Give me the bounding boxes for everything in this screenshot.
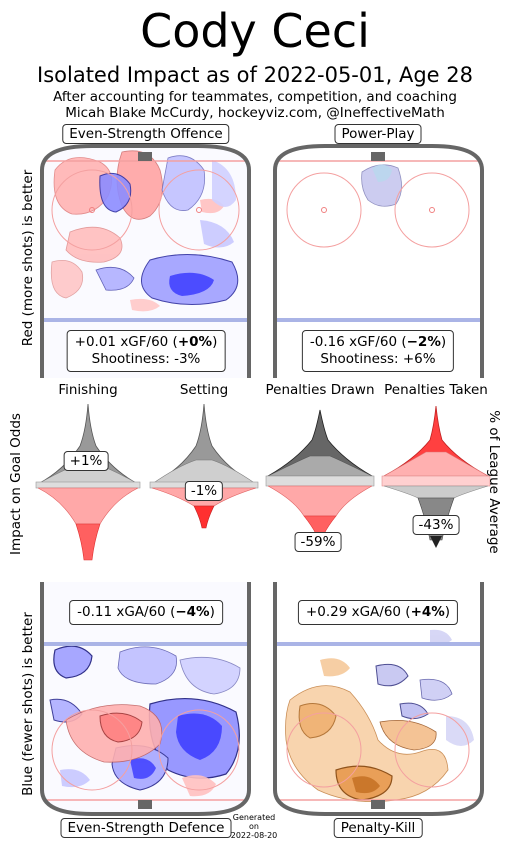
credit-note: Micah Blake McCurdy, hockeyviz.com, @Ine… — [65, 105, 445, 121]
es-defence-pct: −4% — [175, 604, 210, 620]
page-subtitle: Isolated Impact as of 2022-05-01, Age 28 — [37, 63, 473, 87]
es-offence-panel-label: Even-Strength Offence — [62, 124, 230, 144]
es-defence-xga: -0.11 xGA/60 — [77, 604, 166, 620]
es-defence-stat-box: -0.11 xGA/60 (−4%) — [69, 600, 223, 625]
goal-net-icon — [138, 152, 152, 161]
right-axis-label: % of League Average — [486, 410, 502, 554]
penalties-drawn-label: Penalties Drawn — [265, 382, 375, 398]
method-note: After accounting for teammates, competit… — [53, 89, 457, 105]
goal-net-icon — [138, 800, 152, 809]
penalties-taken-value: -43% — [412, 515, 460, 535]
generated-line2: on — [249, 822, 259, 831]
setting-value: -1% — [184, 481, 224, 501]
left-axis-bottom-label: Blue (fewer shots) is better — [20, 612, 36, 796]
generated-date: 2022-08-20 — [230, 831, 278, 840]
finishing-value: +1% — [63, 451, 109, 471]
penalties-taken-violin — [381, 405, 491, 548]
penalty-kill-xga: +0.29 xGA/60 — [305, 604, 401, 620]
left-axis-middle-label: Impact on Goal Odds — [8, 413, 24, 555]
left-axis-top-label: Red (more shots) is better — [20, 169, 36, 347]
even-strength-offence-boards — [40, 144, 251, 378]
setting-label: Setting — [179, 382, 229, 398]
penalty-kill-stat-box: +0.29 xGA/60 (+4%) — [297, 600, 459, 625]
page-title: Cody Ceci — [140, 4, 370, 58]
pk-orange-zones — [285, 658, 449, 802]
es-offence-red-zones — [50, 150, 224, 312]
es-defence-panel-label: Even-Strength Defence — [60, 818, 232, 838]
penalty-kill-boards — [273, 582, 484, 816]
power-play-shootiness: Shootiness: +6% — [320, 351, 436, 367]
power-play-xgf: -0.16 xGF/60 — [309, 334, 398, 350]
es-offence-blue-zones — [95, 155, 239, 306]
goal-net-icon — [371, 800, 385, 809]
goal-net-icon — [371, 152, 385, 161]
power-play-boards — [273, 144, 484, 378]
power-play-pct: −2% — [406, 334, 441, 350]
penalty-kill-panel-label: Penalty-Kill — [333, 818, 423, 838]
es-offence-stat-box: +0.01 xGF/60 (+0%) Shootiness: -3% — [66, 330, 226, 372]
finishing-label: Finishing — [58, 382, 118, 398]
penalties-drawn-violin — [265, 409, 375, 535]
penalty-kill-pct: +4% — [410, 604, 445, 620]
power-play-stat-box: -0.16 xGF/60 (−2%) Shootiness: +6% — [301, 330, 455, 372]
es-offence-pct: +0% — [177, 334, 213, 350]
es-offence-xgf: +0.01 xGF/60 — [74, 334, 169, 350]
setting-violin — [149, 403, 259, 529]
es-offence-shootiness: Shootiness: -3% — [91, 351, 201, 367]
even-strength-defence-boards — [40, 582, 251, 816]
power-play-blue-zone — [361, 164, 402, 207]
penalties-drawn-value: -59% — [294, 532, 342, 552]
finishing-violin — [35, 403, 141, 561]
generated-line1: Generated — [232, 813, 276, 822]
penalties-taken-label: Penalties Taken — [384, 382, 488, 398]
es-defence-red-zones — [65, 704, 216, 797]
power-play-panel-label: Power-Play — [334, 124, 422, 144]
